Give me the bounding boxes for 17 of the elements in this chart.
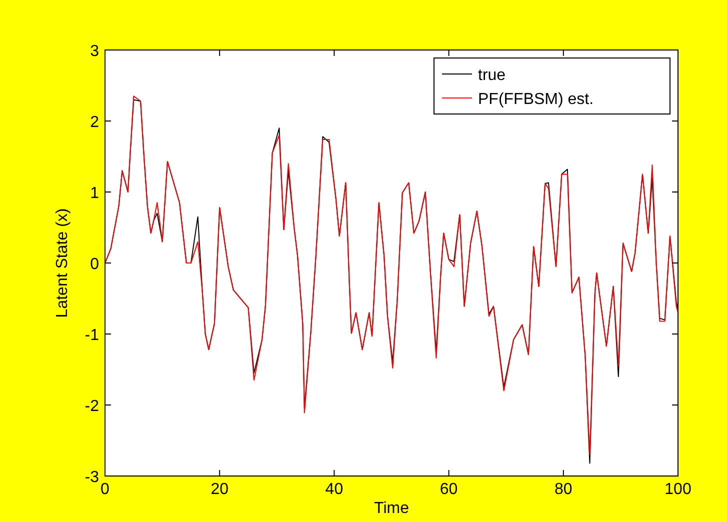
y-tick-label: -2 xyxy=(84,398,100,415)
y-tick-label: -1 xyxy=(84,327,100,344)
x-tick-label: 80 xyxy=(554,481,572,498)
x-axis-title: Time xyxy=(374,500,410,517)
legend-label: PF(FFBSM) est. xyxy=(478,91,594,108)
y-axis-title: Latent State (x) xyxy=(54,208,71,318)
x-tick-label: 60 xyxy=(440,481,458,498)
x-tick-label: 40 xyxy=(325,481,344,498)
y-tick-label: 0 xyxy=(90,256,100,273)
legend-label: true xyxy=(478,67,506,84)
y-tick-label: 2 xyxy=(90,114,100,131)
x-tick-label: 100 xyxy=(664,481,692,498)
x-tick-label: 0 xyxy=(100,481,110,498)
y-tick-label: -3 xyxy=(84,469,100,486)
y-tick-label: 3 xyxy=(90,43,100,60)
y-tick-label: 1 xyxy=(90,185,100,202)
x-tick-label: 20 xyxy=(210,481,229,498)
